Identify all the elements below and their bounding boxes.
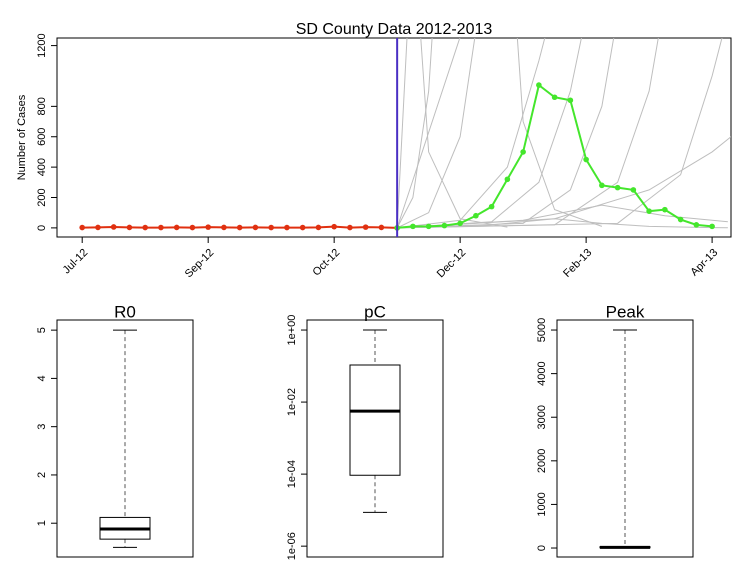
plot-frame xyxy=(56,319,194,558)
y-tick-label: 600 xyxy=(36,128,48,146)
x-tick-label: Feb-13 xyxy=(561,247,594,280)
y-tick-label: 1 xyxy=(36,520,48,526)
data-point xyxy=(410,223,416,230)
data-point xyxy=(347,224,353,231)
y-tick-label: 3 xyxy=(36,424,48,430)
x-tick-label: Jul-12 xyxy=(61,247,91,277)
data-point xyxy=(284,224,290,231)
y-tick-label: 1e-04 xyxy=(286,460,298,488)
data-point xyxy=(488,203,495,210)
data-point xyxy=(126,224,133,231)
data-point xyxy=(252,224,259,231)
data-point xyxy=(693,222,700,228)
data-point xyxy=(504,176,511,183)
y-tick-label: 400 xyxy=(36,158,48,176)
plot-frame xyxy=(56,37,732,238)
data-point xyxy=(457,220,463,227)
simulation-line xyxy=(397,38,546,229)
simulation-line xyxy=(396,38,433,229)
data-point xyxy=(662,206,668,213)
plot-area xyxy=(79,38,731,231)
data-point xyxy=(268,224,274,231)
chart-title: pC xyxy=(364,302,386,321)
x-tick-label: Apr-13 xyxy=(688,247,720,279)
data-point xyxy=(79,224,85,231)
simulation-line xyxy=(397,38,615,229)
data-point xyxy=(221,224,227,231)
data-point xyxy=(520,149,526,155)
y-tick-label: 800 xyxy=(36,97,48,115)
data-point xyxy=(95,224,101,231)
data-point xyxy=(583,156,589,163)
data-point xyxy=(378,224,385,231)
box xyxy=(349,364,401,476)
y-tick-label: 1e+00 xyxy=(286,315,298,346)
data-point xyxy=(646,208,652,214)
data-point xyxy=(331,223,337,230)
data-point xyxy=(677,216,684,223)
x-tick-label: Sep-12 xyxy=(183,247,217,281)
simulation-line xyxy=(396,38,508,228)
plot-frame xyxy=(556,319,694,558)
data-point xyxy=(205,224,211,230)
chart-title: SD County Data 2012-2013 xyxy=(296,21,493,38)
y-tick-label: 2 xyxy=(36,472,48,478)
x-tick-label: Dec-12 xyxy=(435,247,469,281)
chart-title: Peak xyxy=(606,302,645,321)
data-point xyxy=(236,224,243,231)
y-tick-label: 0 xyxy=(36,225,48,231)
data-point xyxy=(142,224,148,231)
data-point xyxy=(189,224,196,231)
simulation-line xyxy=(396,38,603,229)
data-point xyxy=(173,224,180,231)
simulation-line xyxy=(397,38,582,229)
y-tick-label: 5 xyxy=(36,327,48,333)
data-point xyxy=(599,182,605,189)
y-tick-label: 1200 xyxy=(36,33,48,57)
y-tick-label: 2000 xyxy=(536,449,548,473)
data-point xyxy=(536,82,542,88)
y-tick-label: 3000 xyxy=(536,405,548,429)
y-tick-label: 1000 xyxy=(536,492,548,516)
y-tick-label: 1e-06 xyxy=(286,532,298,560)
simulation-line xyxy=(397,38,723,229)
simulation-line xyxy=(396,38,476,229)
data-point xyxy=(709,223,715,230)
y-axis-title: Number of Cases xyxy=(16,94,28,180)
data-point xyxy=(551,94,558,101)
data-point xyxy=(158,224,164,231)
data-point xyxy=(110,224,117,230)
plot-frame xyxy=(306,319,444,558)
data-point xyxy=(473,212,479,219)
simulation-line xyxy=(397,136,731,229)
data-point xyxy=(567,97,574,104)
x-tick-label: Oct-12 xyxy=(311,247,343,279)
y-tick-label: 4 xyxy=(36,375,48,381)
data-point xyxy=(614,184,621,191)
data-point xyxy=(299,224,306,231)
data-point xyxy=(630,187,637,193)
data-line xyxy=(397,83,713,229)
y-tick-label: 1e-02 xyxy=(286,388,298,416)
y-tick-label: 0 xyxy=(536,545,548,551)
data-point xyxy=(425,223,432,230)
data-point xyxy=(362,224,369,230)
data-point xyxy=(315,224,322,231)
y-tick-label: 200 xyxy=(36,188,48,206)
data-point xyxy=(441,222,448,229)
y-tick-label: 5000 xyxy=(536,318,548,342)
chart-title: R0 xyxy=(114,302,136,321)
y-tick-label: 4000 xyxy=(536,361,548,385)
